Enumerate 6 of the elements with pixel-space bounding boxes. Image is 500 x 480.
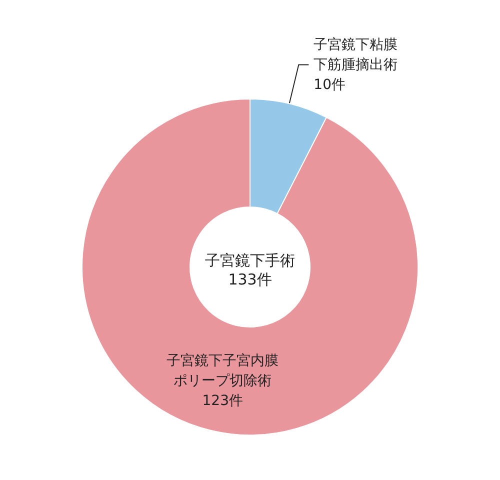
slice-label: 子宮鏡下粘膜下筋腫摘出術 — [314, 36, 398, 73]
text: 子宮鏡下手術 — [205, 252, 295, 270]
data-label: 123件 — [202, 392, 243, 409]
slice-label: 子宮鏡下子宮内膜ポリープ切除術 — [166, 352, 279, 389]
data-label: 10件 — [314, 76, 346, 93]
text: 133件 — [228, 270, 272, 288]
